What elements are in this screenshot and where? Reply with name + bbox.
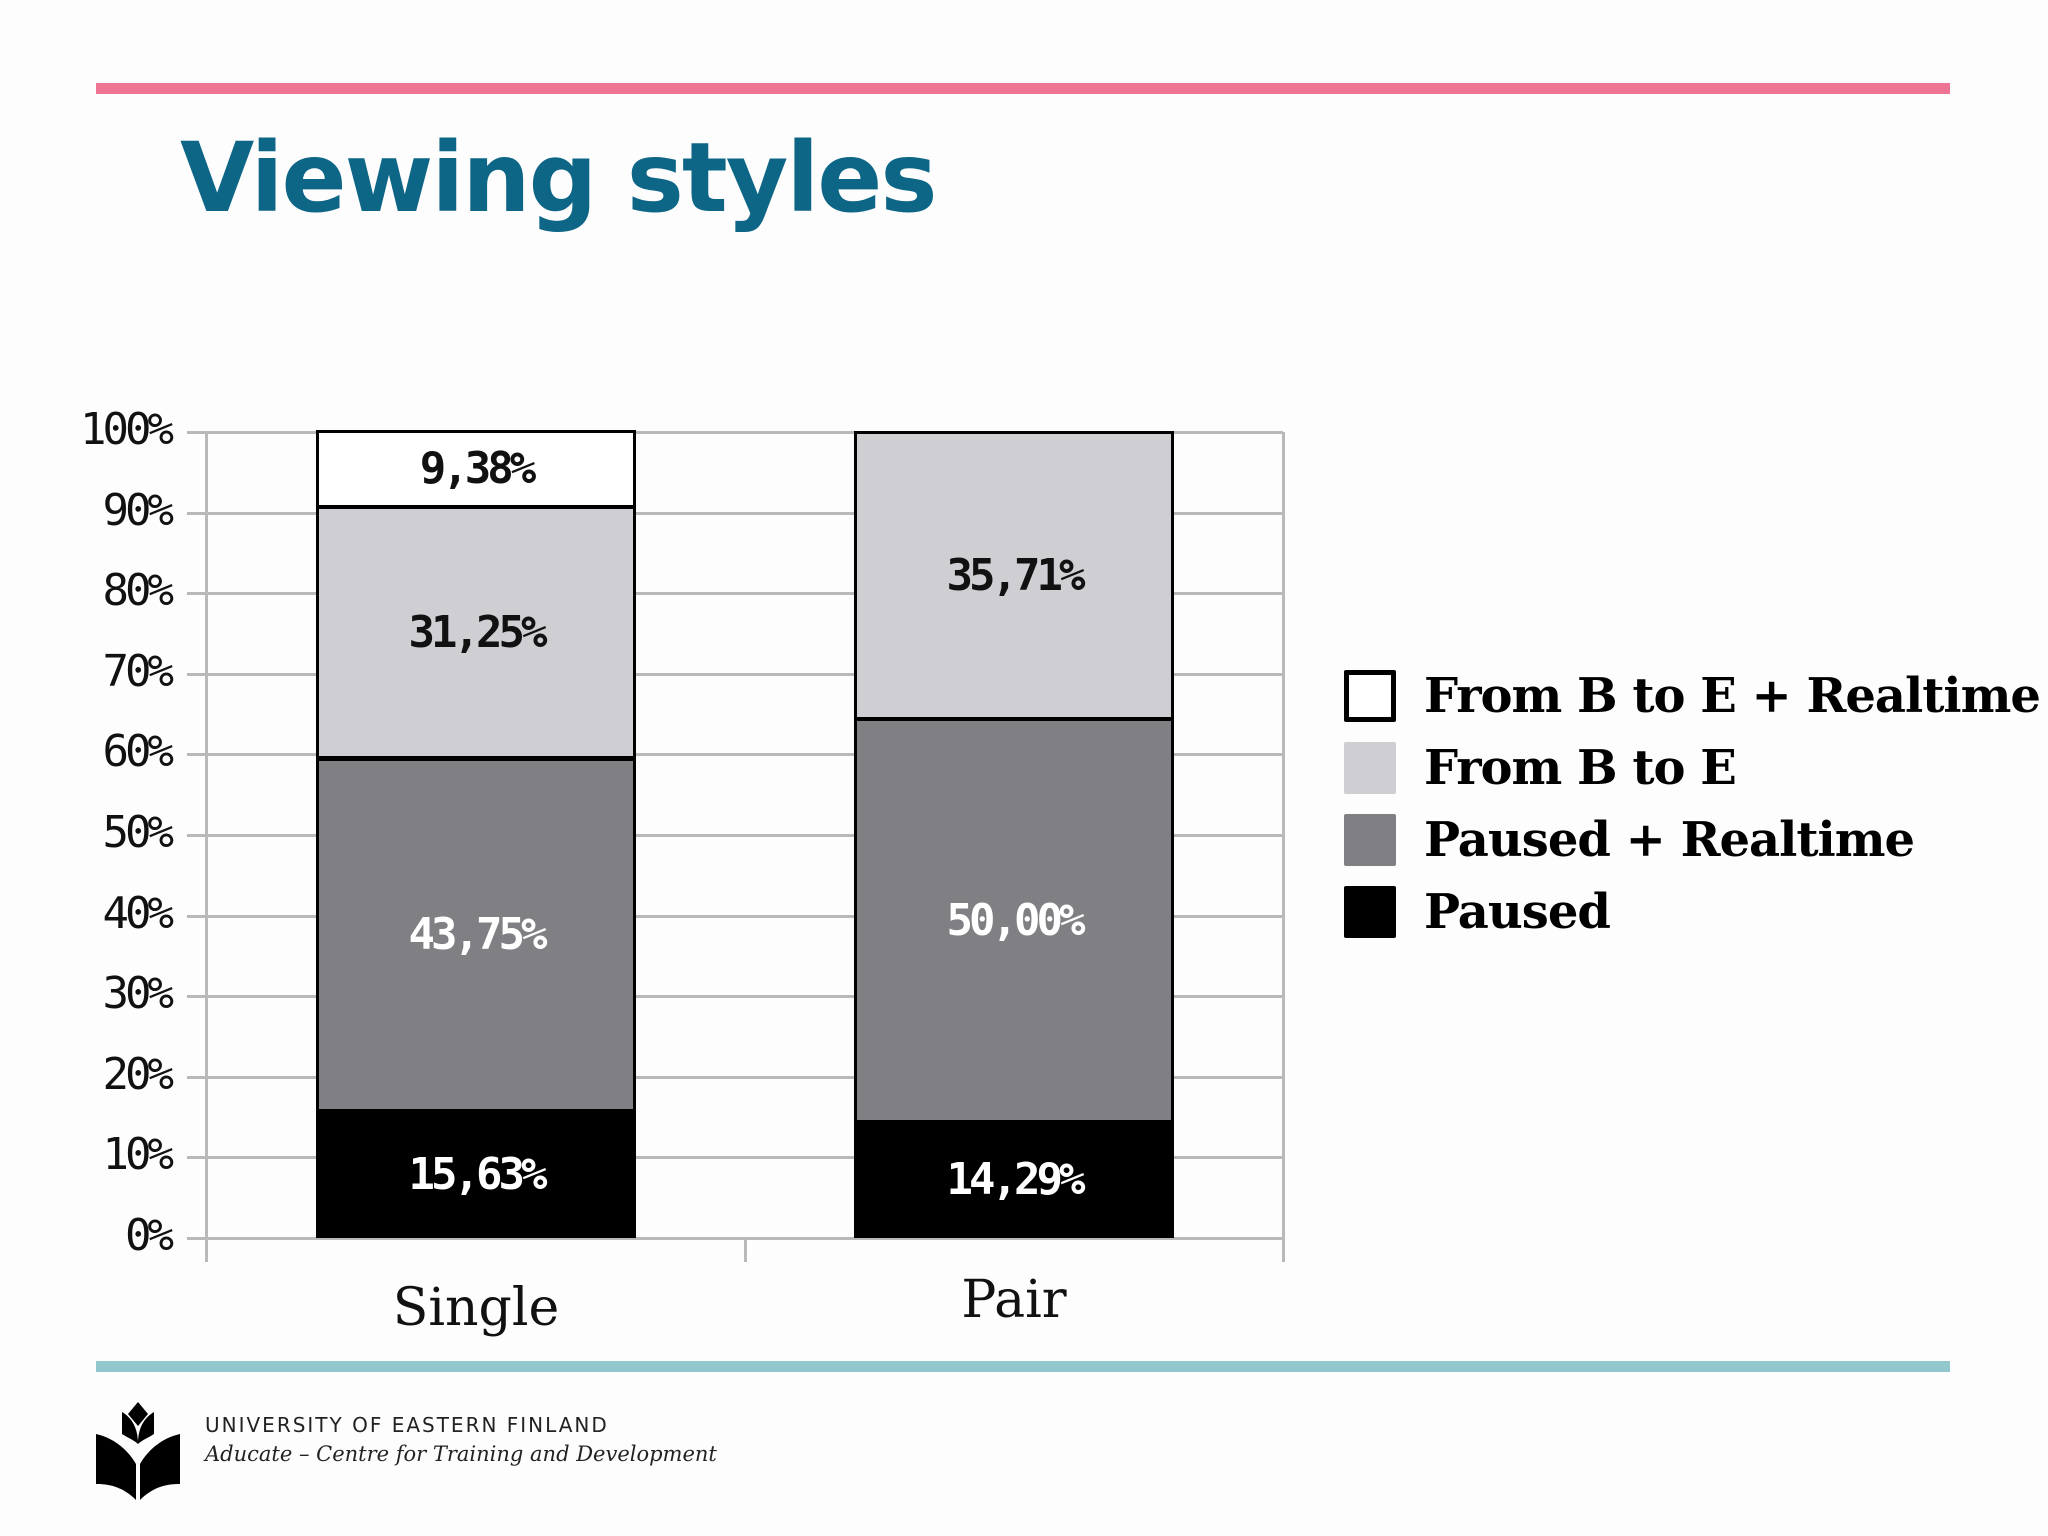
y-tick-label: 10% <box>102 1129 174 1181</box>
legend-label: Paused <box>1424 884 1611 940</box>
gridline <box>187 431 1283 434</box>
top-accent-rule <box>96 83 1950 94</box>
chart-legend: From B to E + Realtime From B to E Paused … <box>1344 660 2041 948</box>
bar-segment: 15,63% <box>316 1110 636 1238</box>
slide-title: Viewing styles <box>180 122 937 234</box>
axis-line <box>1282 432 1285 1262</box>
plot-area <box>187 431 1283 1240</box>
gridline <box>187 1156 1283 1160</box>
legend-label: From B to E + Realtime <box>1424 668 2041 724</box>
gridline <box>187 914 1283 918</box>
bar-segment: 31,25% <box>316 506 636 760</box>
gridline <box>187 592 1283 596</box>
axis-line <box>205 432 208 1262</box>
bar-segment: 14,29% <box>854 1121 1174 1238</box>
gridline <box>187 753 1283 757</box>
gridline <box>187 1237 1283 1240</box>
y-tick-label: 30% <box>102 968 174 1020</box>
y-tick-label: 100% <box>80 404 174 455</box>
gridline <box>187 672 1283 676</box>
y-tick-label: 90% <box>102 484 174 536</box>
legend-swatch-icon <box>1344 886 1396 938</box>
bar-segment: 50,00% <box>854 718 1174 1123</box>
uef-logo-icon <box>96 1402 180 1500</box>
legend-label: Paused + Realtime <box>1424 812 1915 868</box>
x-tick <box>744 1238 747 1262</box>
legend-swatch-icon <box>1344 742 1396 794</box>
legend-item: From B to E <box>1344 732 2040 804</box>
institution-name: UNIVERSITY OF EASTERN FINLAND <box>205 1413 609 1437</box>
bottom-accent-rule <box>96 1361 1950 1372</box>
legend-item: Paused + Realtime <box>1344 804 2040 876</box>
legend-label: From B to E <box>1424 740 1737 796</box>
y-tick-label: 60% <box>102 726 174 778</box>
unit-name: Aducate – Centre for Training and Develo… <box>205 1442 717 1466</box>
x-category-label: Pair <box>961 1270 1067 1330</box>
bar-segment: 43,75% <box>316 757 636 1113</box>
gridline <box>187 511 1283 515</box>
bar-segment: 35,71% <box>854 430 1174 720</box>
y-tick-label: 50% <box>102 807 174 858</box>
bar-pair: 14,29% 50,00% 35,71% <box>854 430 1174 1238</box>
bar-segment: 9,38% <box>316 430 636 508</box>
legend-item: From B to E + Realtime <box>1344 660 2041 732</box>
y-tick-label: 40% <box>102 887 174 939</box>
legend-swatch-icon <box>1344 670 1396 722</box>
legend-item: Paused <box>1344 876 2040 948</box>
gridline <box>187 1075 1283 1079</box>
y-tick-label: 20% <box>102 1048 174 1100</box>
y-tick-label: 0% <box>125 1210 174 1261</box>
x-category-label: Single <box>392 1278 560 1338</box>
gridline <box>187 834 1283 837</box>
y-tick-label: 80% <box>102 565 174 617</box>
gridline <box>187 995 1283 999</box>
y-tick-label: 70% <box>102 645 174 697</box>
legend-swatch-icon <box>1344 814 1396 866</box>
bar-single: 15,63% 43,75% 31,25% 9,38% <box>316 430 636 1238</box>
